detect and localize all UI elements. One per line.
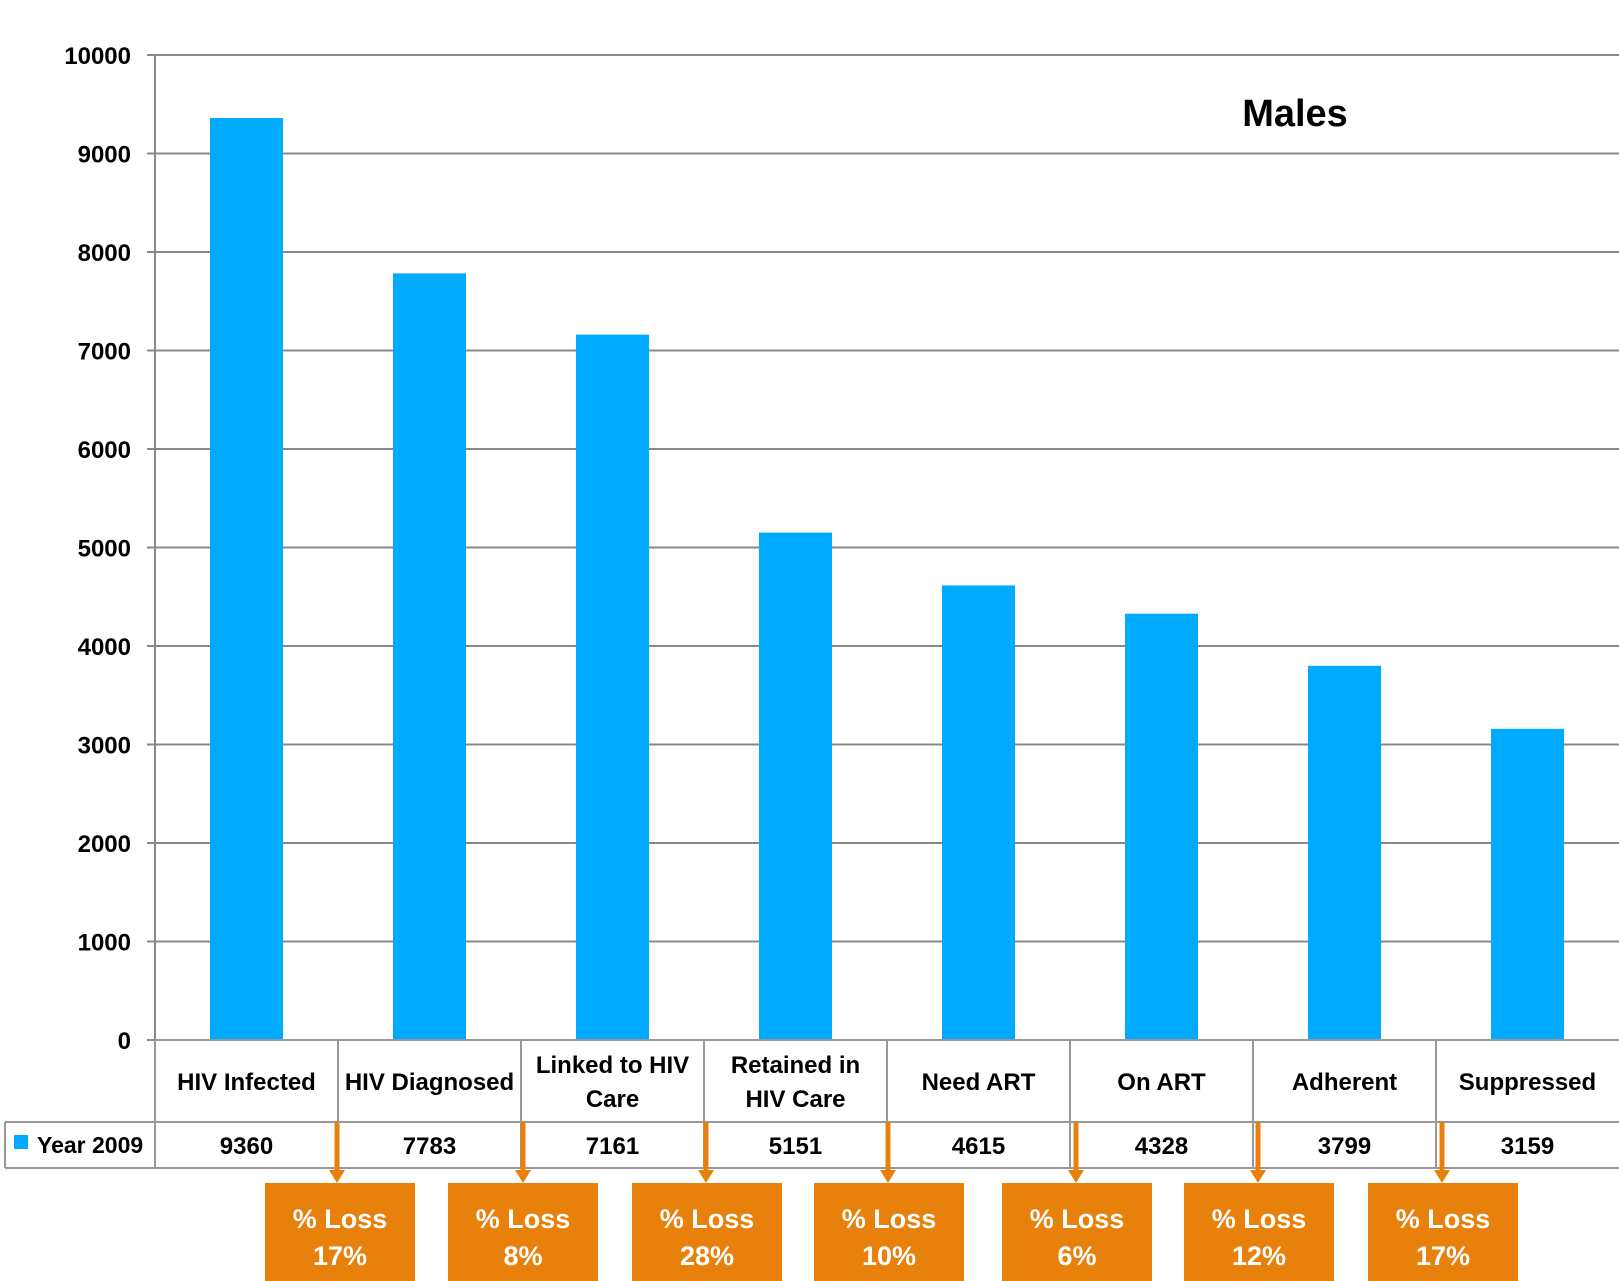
x-tick-label: HIV Diagnosed	[345, 1069, 514, 1096]
x-tick-label: Retained in	[731, 1052, 860, 1079]
loss-label: % Loss	[841, 1204, 937, 1234]
loss-label: % Loss	[292, 1204, 388, 1234]
loss-arrowhead	[698, 1170, 714, 1183]
loss-value: 10%	[861, 1241, 917, 1271]
loss-arrowhead	[880, 1170, 896, 1183]
loss-box: % Loss 17%	[1368, 1183, 1518, 1281]
bar	[1308, 665, 1381, 1040]
x-tick-label: Linked to HIV	[536, 1052, 689, 1079]
legend-label: Year 2009	[37, 1132, 143, 1158]
loss-value: 17%	[1415, 1241, 1471, 1271]
loss-value: 17%	[312, 1241, 368, 1271]
x-tick-label: Suppressed	[1459, 1069, 1596, 1096]
y-tick-label: 5000	[78, 536, 131, 563]
data-label: 4615	[952, 1133, 1005, 1160]
legend-swatch	[14, 1135, 28, 1149]
data-label: 3799	[1318, 1133, 1371, 1160]
y-tick-label: 1000	[78, 930, 131, 957]
bar	[942, 585, 1015, 1040]
y-tick-label: 6000	[78, 437, 131, 464]
loss-value: 6%	[1057, 1241, 1097, 1271]
loss-label: % Loss	[475, 1204, 571, 1234]
x-tick-label: Care	[586, 1086, 639, 1113]
loss-label: % Loss	[1395, 1204, 1491, 1234]
x-tick-label: HIV Care	[745, 1086, 845, 1113]
bar	[210, 118, 283, 1041]
data-label: 7783	[403, 1133, 456, 1160]
loss-arrowhead	[1434, 1170, 1450, 1183]
loss-box: % Loss 12%	[1184, 1183, 1334, 1281]
loss-arrowhead	[515, 1170, 531, 1183]
loss-value: 8%	[503, 1241, 543, 1271]
loss-box: % Loss 10%	[814, 1183, 964, 1281]
bar	[1491, 728, 1564, 1040]
y-tick-label: 3000	[78, 733, 131, 760]
bar	[759, 532, 832, 1040]
data-label: 5151	[769, 1133, 822, 1160]
y-tick-label: 4000	[78, 634, 131, 661]
y-tick-label: 7000	[78, 339, 131, 366]
bar	[1125, 613, 1198, 1040]
loss-value: 28%	[679, 1241, 735, 1271]
data-label: 3159	[1501, 1133, 1554, 1160]
data-label: 7161	[586, 1133, 639, 1160]
x-tick-label: Adherent	[1292, 1069, 1397, 1096]
loss-label: % Loss	[1211, 1204, 1307, 1234]
x-tick-label: Need ART	[922, 1069, 1036, 1096]
loss-value: 12%	[1231, 1241, 1287, 1271]
loss-arrowhead	[329, 1170, 345, 1183]
data-label: 9360	[220, 1133, 273, 1160]
loss-arrowhead	[1068, 1170, 1084, 1183]
x-tick-label: On ART	[1117, 1069, 1206, 1096]
y-tick-label: 2000	[78, 831, 131, 858]
data-label: 4328	[1135, 1133, 1188, 1160]
y-tick-label: 8000	[78, 240, 131, 267]
chart-title: Males	[1242, 93, 1348, 135]
x-tick-label: HIV Infected	[177, 1069, 316, 1096]
loss-box: % Loss 17%	[265, 1183, 415, 1281]
loss-box: % Loss 28%	[632, 1183, 782, 1281]
y-tick-label: 10000	[64, 43, 131, 70]
loss-label: % Loss	[1029, 1204, 1125, 1234]
loss-arrowhead	[1250, 1170, 1266, 1183]
bar	[393, 273, 466, 1040]
bar	[576, 334, 649, 1041]
y-tick-label: 0	[118, 1028, 131, 1055]
loss-box: % Loss 6%	[1002, 1183, 1152, 1281]
loss-box: % Loss 8%	[448, 1183, 598, 1281]
y-tick-label: 9000	[78, 142, 131, 169]
loss-label: % Loss	[659, 1204, 755, 1234]
